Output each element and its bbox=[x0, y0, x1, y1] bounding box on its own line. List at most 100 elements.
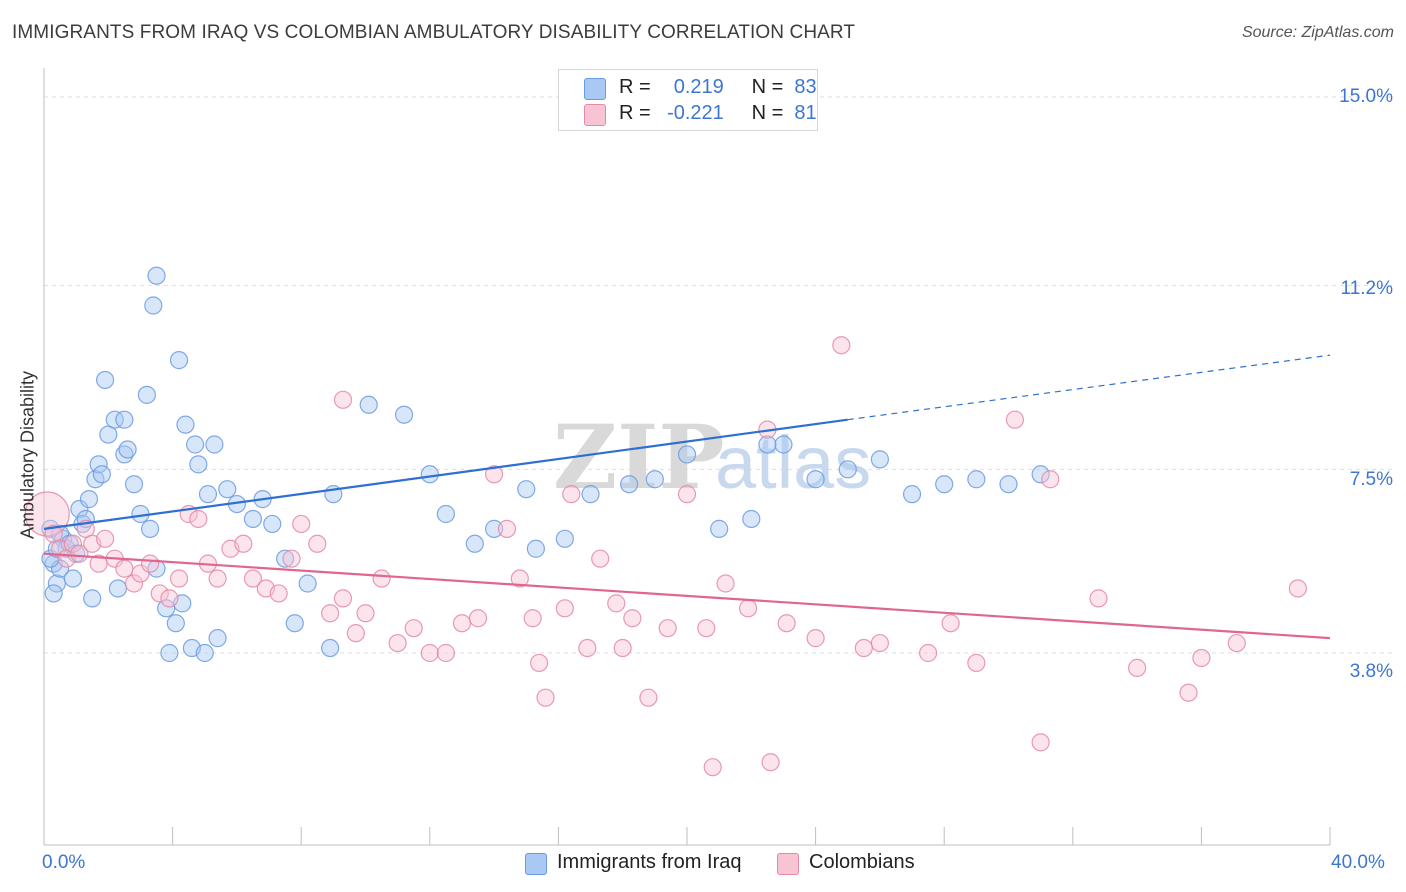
colombians-point-44 bbox=[523, 609, 542, 628]
iraq-point-54 bbox=[359, 395, 378, 414]
colombians-point-80 bbox=[1192, 648, 1211, 668]
iraq-point-32 bbox=[195, 643, 214, 663]
iraq-point-38 bbox=[144, 296, 163, 315]
iraq-point-55 bbox=[394, 405, 414, 424]
colombians-point-68 bbox=[1179, 683, 1198, 702]
colombians-point-27 bbox=[282, 549, 301, 568]
colombians-point-40 bbox=[468, 609, 488, 628]
iraq-point-74 bbox=[935, 475, 954, 494]
iraq-point-76 bbox=[999, 475, 1018, 494]
colombians-point-0 bbox=[24, 491, 70, 537]
iraq-swatch bbox=[584, 78, 606, 100]
x-tick-min: 0.0% bbox=[42, 852, 86, 873]
colombians-point-50 bbox=[623, 609, 642, 628]
colombians-trend-line bbox=[43, 552, 1331, 640]
colombians-point-67 bbox=[1127, 658, 1147, 677]
iraq-point-45 bbox=[218, 480, 237, 499]
colombians-point-77 bbox=[1031, 733, 1050, 752]
iraq-point-9 bbox=[44, 584, 63, 603]
iraq-point-50 bbox=[276, 549, 295, 568]
iraq-point-63 bbox=[581, 485, 600, 504]
colombians-point-31 bbox=[333, 589, 353, 608]
colombians-point-72 bbox=[703, 758, 722, 777]
iraq-point-26 bbox=[140, 519, 160, 538]
iraq-legend-swatch bbox=[525, 853, 547, 875]
n-label: N = bbox=[751, 102, 784, 124]
iraq-point-51 bbox=[285, 614, 304, 633]
colombians-point-75 bbox=[854, 638, 873, 658]
iraq-point-42 bbox=[189, 455, 208, 474]
iraq-point-60 bbox=[517, 480, 536, 499]
iraq-point-68 bbox=[742, 509, 761, 529]
iraq-point-67 bbox=[710, 519, 729, 538]
colombians-point-70 bbox=[1288, 579, 1307, 598]
colombians-point-79 bbox=[613, 638, 632, 658]
colombians-point-36 bbox=[404, 619, 423, 638]
iraq-point-52 bbox=[298, 574, 317, 593]
colombians-point-28 bbox=[292, 514, 311, 534]
colombians-point-30 bbox=[321, 604, 340, 623]
iraq-point-56 bbox=[420, 465, 439, 484]
iraq-point-35 bbox=[115, 410, 134, 429]
iraq-point-15 bbox=[89, 455, 108, 474]
iraq-point-41 bbox=[186, 435, 205, 454]
iraq-point-34 bbox=[95, 370, 115, 390]
colombians-point-13 bbox=[131, 564, 150, 583]
colombians-point-47 bbox=[578, 638, 597, 658]
colombians-point-5 bbox=[70, 544, 89, 563]
colombians-point-49 bbox=[607, 594, 626, 613]
colombians-point-66 bbox=[1089, 589, 1108, 608]
iraq-trend-extension bbox=[847, 354, 1331, 421]
iraq-point-71 bbox=[838, 460, 857, 479]
colombians-point-19 bbox=[189, 509, 208, 529]
iraq-point-22 bbox=[115, 445, 134, 464]
colombians-point-58 bbox=[777, 614, 796, 633]
iraq-point-29 bbox=[166, 614, 185, 633]
r-value: -0.221 bbox=[667, 102, 724, 124]
iraq-trend-line bbox=[43, 418, 848, 530]
colombians-point-61 bbox=[870, 633, 890, 653]
iraq-point-49 bbox=[263, 514, 282, 534]
iraq-point-24 bbox=[124, 475, 144, 494]
iraq-point-77 bbox=[1031, 465, 1050, 484]
colombians-point-38 bbox=[436, 643, 455, 663]
colombians-point-41 bbox=[485, 465, 504, 484]
axes bbox=[43, 68, 1331, 846]
iraq-point-81 bbox=[108, 579, 128, 598]
iraq-legend-label: Immigrants from Iraq bbox=[557, 851, 742, 873]
stats-legend: R = 0.219 N = 83 R = -0.221 N = 81 bbox=[558, 69, 818, 131]
colombians-point-63 bbox=[967, 653, 986, 673]
iraq-point-47 bbox=[243, 509, 263, 529]
colombians-point-42 bbox=[497, 519, 517, 538]
colombians-point-74 bbox=[530, 653, 549, 673]
r-label: R = bbox=[619, 102, 651, 124]
colombians-point-24 bbox=[243, 569, 263, 588]
iraq-point-58 bbox=[465, 534, 484, 553]
colombians-point-54 bbox=[697, 619, 716, 638]
iraq-point-73 bbox=[902, 485, 922, 504]
colombians-point-73 bbox=[333, 390, 353, 409]
colombians-point-46 bbox=[555, 599, 574, 618]
y-tick-15: 15.0% bbox=[1339, 86, 1393, 107]
colombians-point-53 bbox=[677, 485, 697, 504]
colombians-point-14 bbox=[140, 554, 160, 573]
gridlines bbox=[44, 96, 1392, 654]
colombians-point-71 bbox=[761, 753, 780, 772]
iraq-point-79 bbox=[321, 638, 340, 658]
colombians-point-23 bbox=[234, 534, 253, 553]
iraq-point-75 bbox=[967, 470, 986, 489]
colombians-point-15 bbox=[150, 584, 169, 603]
y-tick-7-5: 7.5% bbox=[1349, 469, 1393, 490]
stats-text-iraq: R = 0.219 N = 83 bbox=[619, 76, 817, 99]
stats-text-colombians: R = -0.221 N = 81 bbox=[619, 102, 817, 125]
colombians-point-17 bbox=[169, 569, 189, 588]
iraq-point-36 bbox=[137, 385, 156, 404]
iraq-point-65 bbox=[645, 470, 664, 489]
source-label: Source: ZipAtlas.com bbox=[1241, 24, 1394, 41]
trend-lines bbox=[43, 354, 1331, 640]
iraq-point-69 bbox=[774, 435, 793, 454]
iraq-point-21 bbox=[105, 410, 124, 429]
iraq-point-43 bbox=[205, 435, 224, 454]
